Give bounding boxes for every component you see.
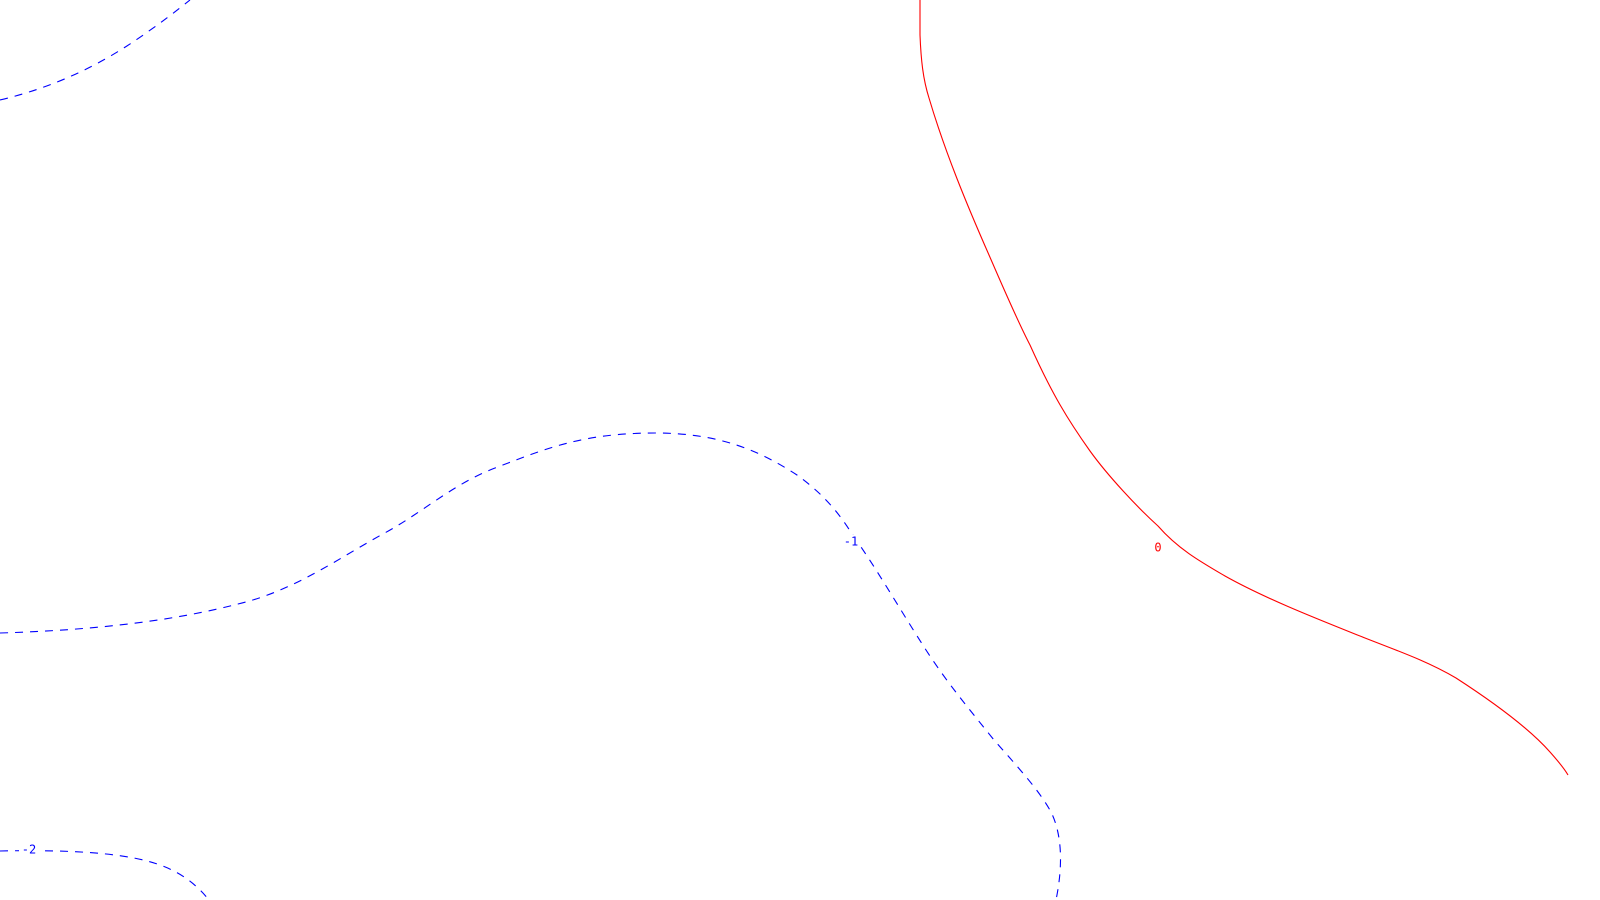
contour-label-background: [1151, 541, 1165, 555]
contour-label-minus-one: -1: [844, 535, 858, 549]
contour-label-background: [842, 535, 860, 549]
contour-label-zero: 0: [1154, 541, 1161, 555]
contour-label-minus-two: -2: [22, 843, 36, 857]
contour-line-level-minus-1: [0, 432, 1062, 900]
contour-label-background: [19, 843, 39, 857]
contour-labels: 0 -1 -2: [19, 535, 1165, 857]
contour-line-top-left: [0, 0, 191, 101]
contour-line-level-0: [919, 0, 1569, 776]
